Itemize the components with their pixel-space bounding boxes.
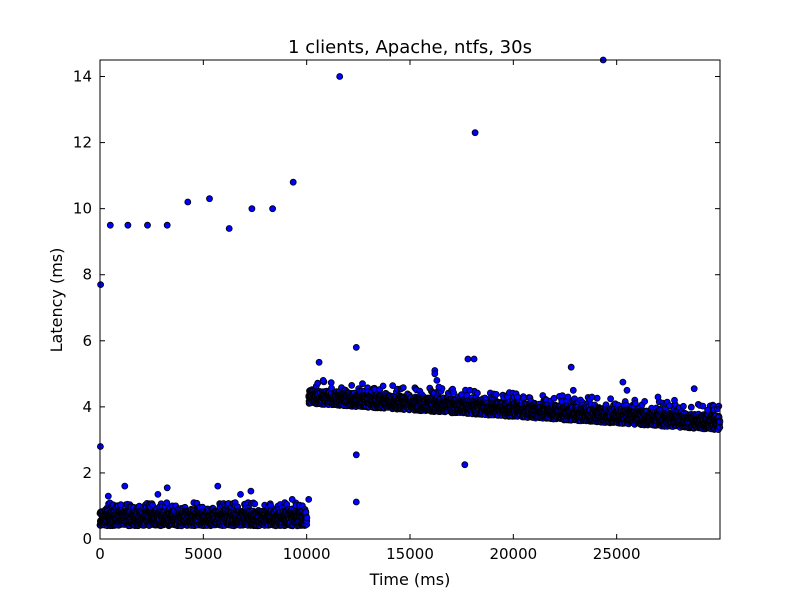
data-point-3796 (492, 390, 500, 398)
data-point-4890 (607, 395, 614, 403)
plot-area-background (100, 60, 720, 539)
data-point-3610 (473, 389, 481, 397)
data-point-4429 (559, 392, 566, 400)
chart-title: 1 clients, Apache, ntfs, 30s (288, 37, 532, 58)
data-point-2899 (399, 384, 407, 392)
data-point-654 (163, 499, 171, 507)
data-point-2214 (327, 379, 335, 387)
data-point-2001 (303, 514, 311, 522)
data-point-2088 (314, 379, 322, 387)
data-point-2707 (379, 382, 387, 390)
data-points (96, 56, 724, 530)
data-point-2408 (348, 381, 356, 389)
data-point-1502 (251, 500, 259, 508)
